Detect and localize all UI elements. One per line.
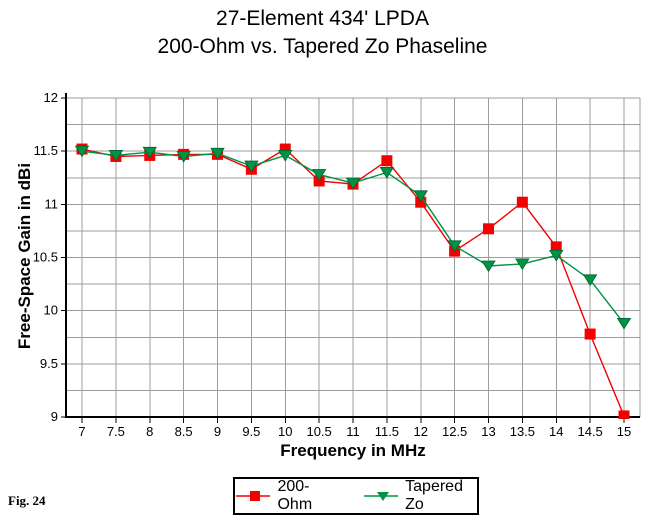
x-tick-label: 11.5 <box>375 424 399 439</box>
data-point-marker <box>379 167 395 179</box>
y-tick-label: 12 <box>44 90 58 105</box>
x-tick-label: 7.5 <box>107 424 125 439</box>
data-point-marker <box>618 410 630 419</box>
y-tick-label: 10 <box>44 303 58 318</box>
chart-title: 27-Element 434' LPDA 200-Ohm vs. Tapered… <box>0 5 645 61</box>
x-tick-label: 13 <box>481 424 495 439</box>
legend-item-200-ohm: 200-Ohm <box>235 478 337 514</box>
data-point-marker <box>549 249 564 262</box>
data-point-marker <box>550 241 562 253</box>
legend-label-tapered-zo: Tapered Zo <box>405 478 463 513</box>
x-tick-label: 10.5 <box>306 424 331 439</box>
data-point-marker <box>278 150 293 162</box>
chart-title-line-1: 27-Element 434' LPDA <box>216 7 429 30</box>
data-point-marker <box>345 177 361 190</box>
data-point-marker <box>616 318 632 330</box>
chart-title-line-2: 200-Ohm vs. Tapered Zo Phaseline <box>157 35 488 58</box>
data-point-marker <box>142 146 157 159</box>
legend-marker-200-ohm-icon <box>236 491 271 501</box>
data-point-marker <box>584 328 596 340</box>
data-point-marker <box>582 274 598 287</box>
x-tick-label: 8 <box>146 424 153 439</box>
data-point-marker <box>311 169 327 181</box>
data-point-marker <box>481 260 496 273</box>
x-tick-label: 7 <box>78 424 85 439</box>
legend-item-tapered-zo: Tapered Zo <box>363 478 477 514</box>
x-tick-label: 12.5 <box>442 424 467 439</box>
data-point-marker <box>516 196 528 208</box>
data-point-marker <box>108 150 124 162</box>
y-tick-label: 9.5 <box>40 356 58 371</box>
x-tick-label: 13.5 <box>510 424 535 439</box>
x-tick-label: 8.5 <box>175 424 193 439</box>
data-point-marker <box>74 145 90 158</box>
data-point-marker <box>447 240 462 253</box>
tick-labels: 7 7.5 8 8.5 9 9.5 10 10.5 11 11.5 12 12.5 13 13.5 14 14… <box>33 90 632 439</box>
legend-label-200-ohm: 200-Ohm <box>277 478 313 513</box>
x-tick-label: 9.5 <box>242 424 260 439</box>
x-tick-label: 15 <box>617 424 631 439</box>
data-point-marker <box>381 155 393 167</box>
data-point-marker <box>210 147 225 160</box>
data-point-marker <box>313 175 325 187</box>
data-point-marker <box>515 258 530 271</box>
data-point-marker <box>244 160 259 173</box>
y-tick-label: 10.5 <box>33 250 58 265</box>
data-point-marker <box>415 196 427 208</box>
x-tick-label: 12 <box>414 424 428 439</box>
x-tick-label: 14 <box>549 424 563 439</box>
data-point-marker <box>176 151 191 163</box>
y-tick-label: 11.5 <box>34 143 58 158</box>
figure-label: Fig. 24 <box>8 493 46 508</box>
data-point-marker <box>413 190 428 203</box>
x-tick-label: 11 <box>346 424 360 439</box>
x-tick-label: 14.5 <box>577 424 602 439</box>
series-tapered-zo <box>74 145 632 330</box>
legend-marker-tapered-zo-icon <box>363 492 399 501</box>
y-tick-label: 11 <box>45 196 59 211</box>
data-point-marker <box>279 143 291 155</box>
axes <box>61 93 640 423</box>
data-point-marker <box>483 223 494 235</box>
x-tick-label: 9 <box>214 424 221 439</box>
y-tick-label: 9 <box>51 409 58 424</box>
x-tick-label: 10 <box>278 424 292 439</box>
x-axis-title: Frequency in MHz <box>280 441 426 460</box>
legend: 200-Ohm Tapered Zo <box>233 477 479 515</box>
